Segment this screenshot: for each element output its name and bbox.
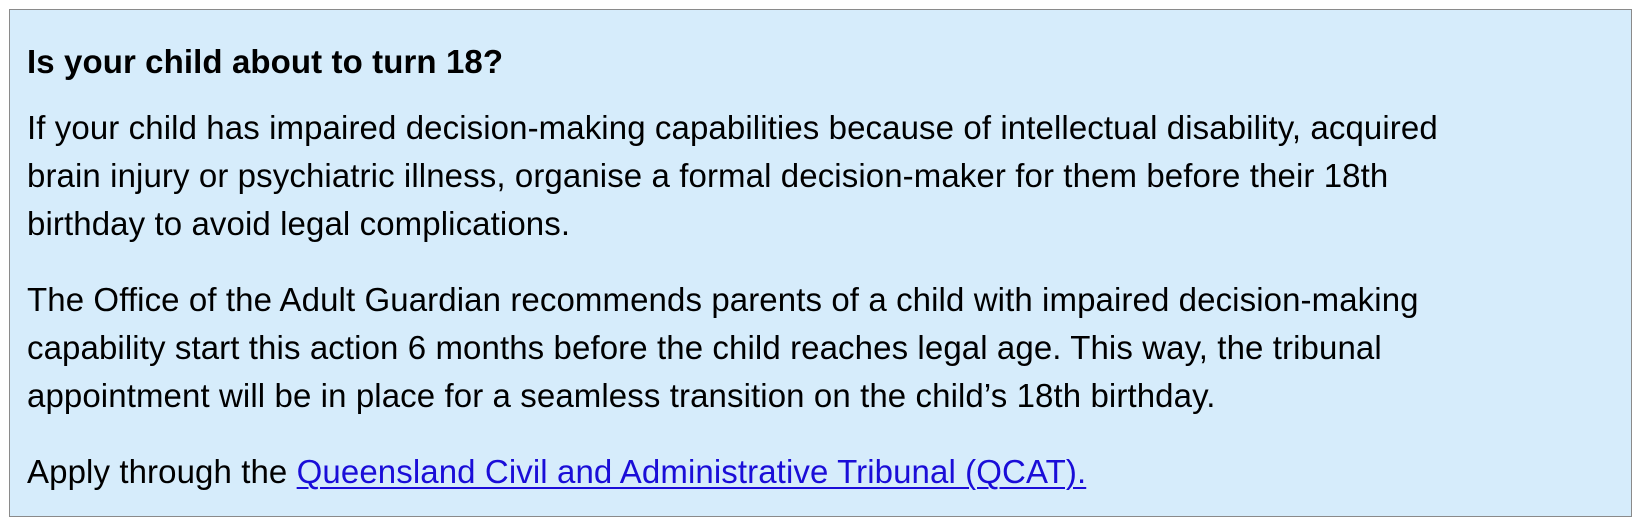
callout-title: Is your child about to turn 18? — [27, 43, 504, 80]
paragraph-recommendation: The Office of the Adult Guardian recomme… — [27, 276, 1631, 420]
paragraph-line: brain injury or psychiatric illness, org… — [27, 157, 1389, 194]
paragraph-line: birthday to avoid legal complications. — [27, 205, 571, 242]
paragraph-apply: Apply through the Queensland Civil and A… — [27, 448, 1631, 496]
paragraph-line: appointment will be in place for a seaml… — [27, 377, 1216, 414]
paragraph-line: The Office of the Adult Guardian recomme… — [27, 281, 1419, 318]
paragraph-line: If your child has impaired decision-maki… — [27, 109, 1438, 146]
paragraph-eligibility: If your child has impaired decision-maki… — [27, 104, 1631, 248]
info-callout-box: Is your child about to turn 18? If your … — [9, 9, 1632, 517]
apply-lead-text: Apply through the — [27, 453, 297, 490]
qcat-link[interactable]: Queensland Civil and Administrative Trib… — [296, 453, 1087, 490]
paragraph-line: capability start this action 6 months be… — [27, 329, 1382, 366]
